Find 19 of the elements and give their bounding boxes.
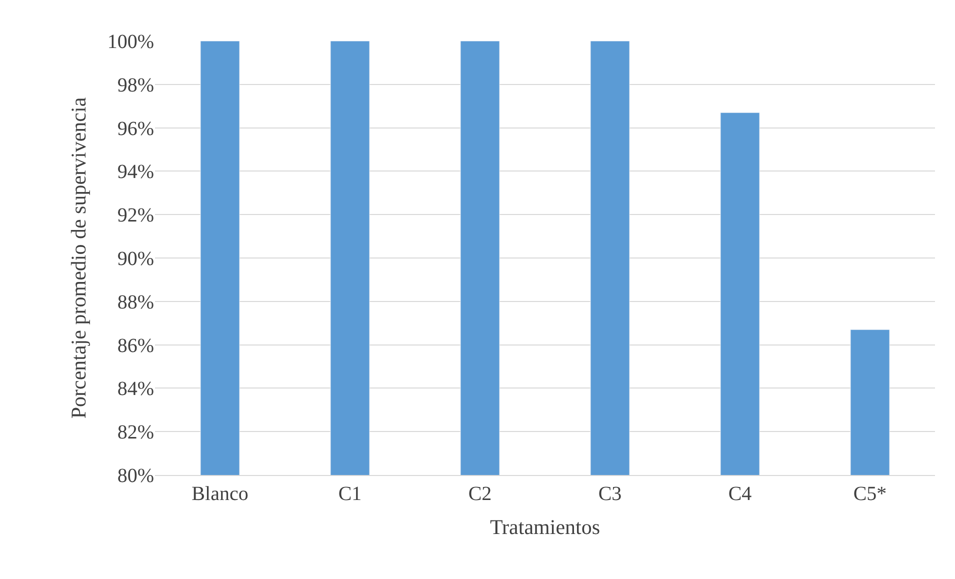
y-tick-label: 80% — [117, 465, 154, 487]
x-tick-label: C2 — [468, 483, 492, 505]
y-tick-label: 90% — [117, 248, 154, 270]
x-tick-label: C3 — [598, 483, 622, 505]
x-tick-label: C1 — [338, 483, 362, 505]
y-tick-label: 94% — [117, 161, 154, 184]
y-tick-label: 98% — [117, 74, 154, 96]
y-axis-title: Porcentaje promedio de supervivencia — [66, 96, 90, 419]
x-axis-title: Tratamientos — [490, 515, 600, 540]
x-tick-label: C4 — [728, 483, 752, 505]
y-tick-label: 96% — [117, 118, 154, 140]
x-tick-label: C5* — [853, 483, 887, 505]
y-tick-label: 84% — [117, 378, 154, 400]
y-tick-label: 100% — [107, 31, 154, 53]
y-tick-label: 86% — [117, 334, 154, 357]
y-tick-label: 88% — [117, 291, 154, 314]
y-tick-label: 82% — [117, 422, 154, 444]
y-tick-label: 92% — [117, 204, 154, 227]
x-tick-label: Blanco — [192, 483, 248, 505]
